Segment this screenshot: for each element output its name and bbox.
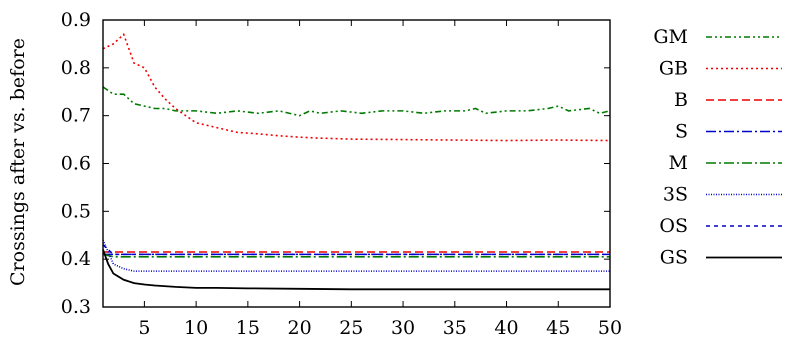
series-line-os xyxy=(102,244,610,256)
x-tick-label: 25 xyxy=(339,317,363,339)
legend-item-b: B xyxy=(674,89,782,111)
legend-item-s: S xyxy=(675,121,782,143)
legend-label: B xyxy=(674,89,688,111)
legend: GM GB BSM 3S OS GS xyxy=(653,26,782,269)
y-tick-label: 0.8 xyxy=(61,57,91,79)
x-tick-label: 20 xyxy=(287,317,311,339)
x-tick-label: 10 xyxy=(184,317,208,339)
plot-area xyxy=(102,32,611,291)
plot-frame xyxy=(102,19,611,308)
legend-label: OS xyxy=(659,215,688,237)
x-tick-label: 30 xyxy=(391,317,415,339)
legend-label: GB xyxy=(659,58,688,80)
legend-item-gm: GM xyxy=(653,26,782,48)
y-tick-label: 0.9 xyxy=(61,9,91,31)
series-line-3s xyxy=(102,239,610,272)
series-line-gm xyxy=(102,86,611,117)
legend-item-os: OS xyxy=(659,215,782,237)
x-tick-label: 50 xyxy=(598,317,622,339)
legend-item-m: M xyxy=(669,152,782,174)
axis-ticks: 5 10 15 20 25 30 35 40 45 50 0.3 0.4 0.5 0.6 0.7 0.8 0.9 xyxy=(61,9,622,339)
y-tick-label: 0.3 xyxy=(61,296,91,318)
legend-label: 3S xyxy=(663,184,688,206)
series-line-gs xyxy=(102,249,610,291)
y-tick-label: 0.6 xyxy=(61,153,91,175)
x-tick-label: 45 xyxy=(546,317,570,339)
series-line-m xyxy=(102,253,610,258)
x-tick-label: 35 xyxy=(443,317,467,339)
y-tick-label: 0.5 xyxy=(61,200,91,222)
x-tick-label: 15 xyxy=(236,317,260,339)
legend-item-gs: GS xyxy=(660,247,782,269)
x-tick-label: 5 xyxy=(138,317,150,339)
legend-label: GS xyxy=(660,247,688,269)
y-tick-label: 0.4 xyxy=(61,248,91,270)
legend-label: GM xyxy=(653,26,688,48)
y-tick-label: 0.7 xyxy=(61,105,91,127)
legend-label: M xyxy=(669,152,688,174)
legend-item-gb: GB xyxy=(659,58,782,80)
x-tick-label: 40 xyxy=(494,317,518,339)
series-line-gb xyxy=(102,32,611,142)
legend-label: S xyxy=(675,121,688,143)
legend-item-3s: 3S xyxy=(663,184,782,206)
y-axis-label: Crossings after vs. before xyxy=(7,38,29,286)
